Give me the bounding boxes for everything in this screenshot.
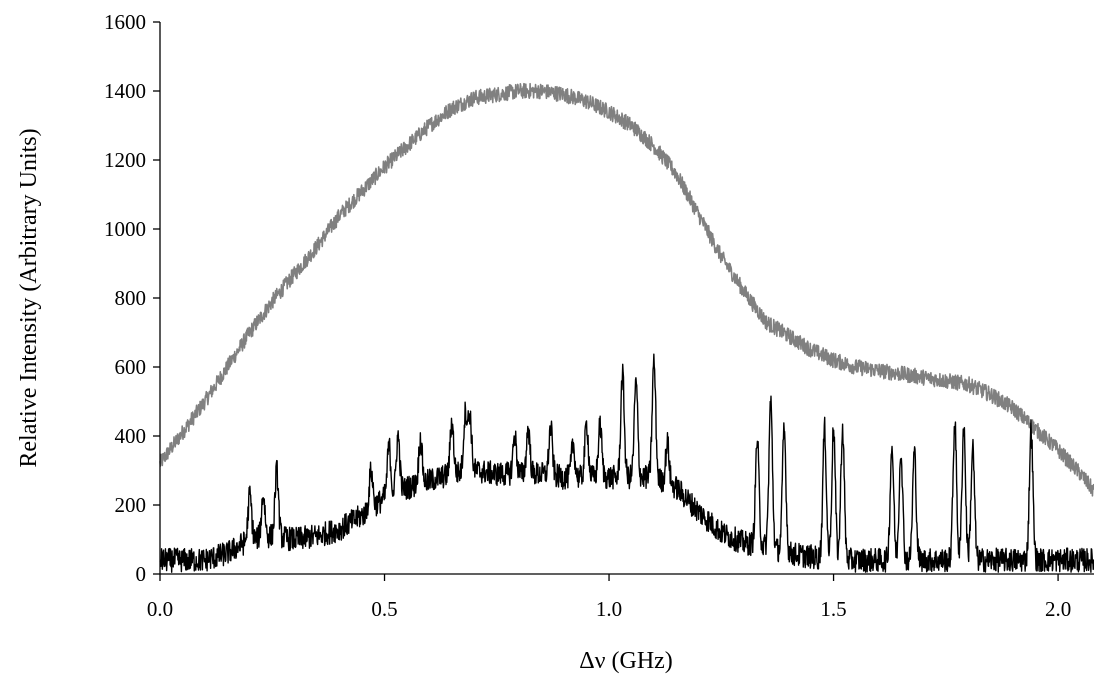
axes-layer: 0 200 400 600 800 1000 1200 1400 1600 0.0 0.5 1.0 1.… <box>104 10 1094 621</box>
x-tick-label: 2.0 <box>1045 597 1071 621</box>
y-tick-label: 1400 <box>104 79 146 103</box>
series-layer <box>159 82 1094 573</box>
y-tick-label: 1200 <box>104 148 146 172</box>
x-tick-label: 1.5 <box>820 597 846 621</box>
y-tick-label: 600 <box>115 355 147 379</box>
x-tick-label: 0.5 <box>371 597 397 621</box>
y-tick-label: 400 <box>115 424 147 448</box>
x-tick-label: 1.0 <box>596 597 622 621</box>
y-tick-label: 1000 <box>104 217 146 241</box>
y-tick-label: 200 <box>115 493 147 517</box>
x-axis-title: Δν (GHz) <box>579 648 673 674</box>
x-tick-label: 0.0 <box>147 597 173 621</box>
y-axis-title: Relative Intensity (Arbitrary Units) <box>16 128 42 467</box>
y-tick-label: 800 <box>115 286 147 310</box>
series-black-line <box>159 353 1094 573</box>
series-gray-line <box>159 82 1094 497</box>
y-tick-label: 1600 <box>104 10 146 34</box>
y-tick-label: 0 <box>136 562 147 586</box>
